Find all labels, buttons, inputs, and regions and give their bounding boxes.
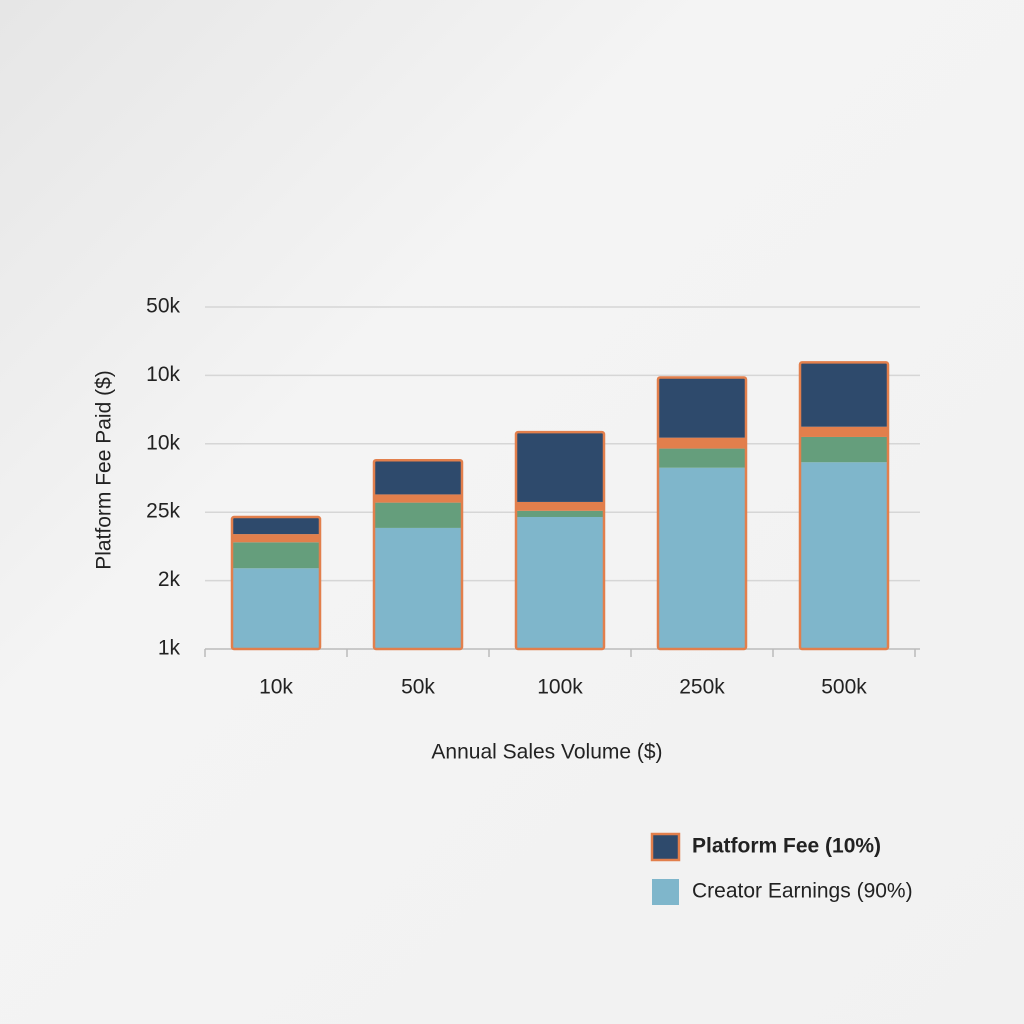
y-tick-label: 10k (146, 431, 180, 454)
bar-outline (656, 376, 748, 651)
bar-segment (800, 462, 888, 649)
bar-segment (516, 510, 604, 517)
x-tick-label: 100k (537, 676, 583, 699)
y-axis-title: Platform Fee Paid ($) (93, 370, 116, 570)
y-tick-label: 50k (146, 295, 180, 318)
bar-outline (372, 458, 464, 651)
bar-segment (658, 377, 746, 438)
bar-segment (232, 534, 320, 543)
bar-segment (374, 460, 462, 495)
x-tick-label: 50k (401, 676, 435, 699)
bar-segment (374, 527, 462, 649)
bar-segment (232, 516, 320, 535)
bar-segment (658, 448, 746, 468)
bar-segment (658, 437, 746, 449)
bar-segment (374, 502, 462, 528)
bar-segment (232, 568, 320, 649)
bar-outline (230, 515, 322, 651)
bar-segment (800, 362, 888, 427)
x-tick-label: 250k (679, 676, 725, 699)
bar-segment (658, 467, 746, 649)
legend-swatch (650, 832, 681, 862)
y-tick-label: 2k (158, 568, 181, 591)
x-axis-title: Annual Sales Volume ($) (431, 741, 662, 764)
y-tick-label: 25k (146, 500, 180, 523)
x-tick-label: 10k (259, 676, 293, 699)
bar-segment (374, 494, 462, 503)
bar-outline (798, 361, 890, 651)
bar-segment (800, 436, 888, 463)
y-tick-label: 1k (158, 637, 181, 660)
legend-label: Creator Earnings (90%) (692, 880, 913, 903)
bar-segment (516, 432, 604, 502)
bar-segment (800, 426, 888, 437)
y-tick-label: 10k (146, 363, 180, 386)
bar-segment (516, 516, 604, 649)
legend-swatch (652, 879, 679, 905)
legend-label: Platform Fee (10%) (692, 835, 881, 858)
bar-segment (232, 542, 320, 569)
bar-outline (514, 430, 606, 651)
bar-segment (516, 501, 604, 511)
x-tick-label: 500k (821, 676, 867, 699)
